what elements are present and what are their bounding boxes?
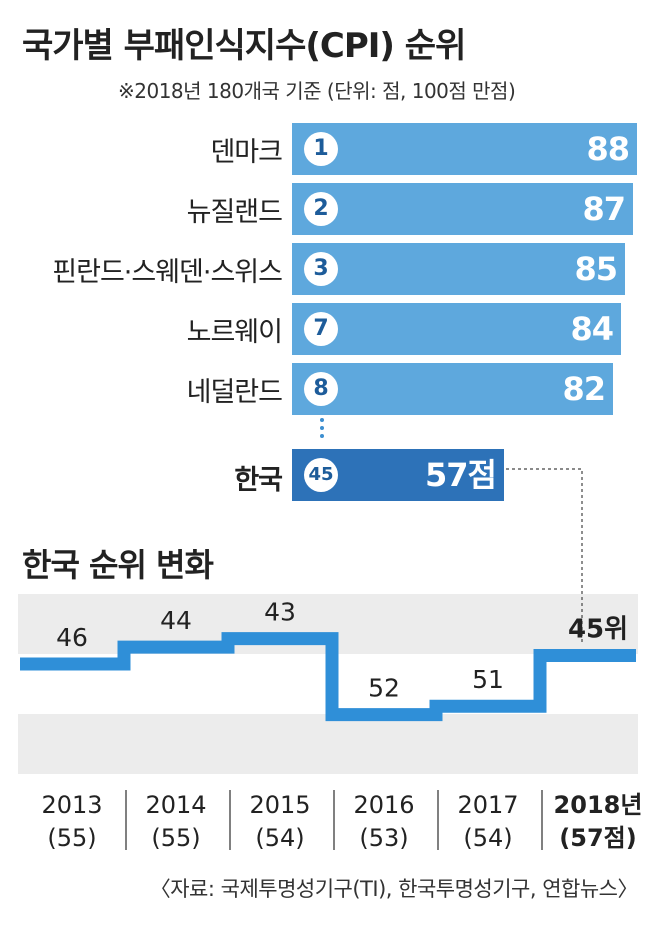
data-label: 51 (472, 665, 504, 694)
ellipsis-dots (320, 418, 324, 442)
score-label: (54) (255, 824, 304, 852)
x-tick-label: 2016 (353, 791, 414, 819)
x-tick-label: 2013 (41, 791, 102, 819)
grid-band (18, 714, 638, 774)
bar-value: 87 (582, 190, 626, 228)
country-label: 덴마크 (210, 137, 283, 168)
score-label: (55) (47, 824, 96, 852)
rank-badge: 45 (304, 458, 338, 492)
bar: 8 82 (292, 363, 613, 415)
x-tick-label: 2014 (145, 791, 206, 819)
rank-badge: 8 (304, 372, 338, 406)
bar-value: 85 (574, 250, 618, 288)
chart-title: 국가별 부패인식지수(CPI) 순위 (22, 26, 466, 66)
section-title: 한국 순위 변화 (22, 546, 214, 584)
data-label: 45위 (568, 615, 628, 645)
bar-value: 57점 (425, 456, 497, 494)
data-label: 44 (160, 606, 192, 635)
score-label: (54) (463, 824, 512, 852)
bar: 1 88 (292, 123, 637, 175)
rank-badge: 7 (304, 312, 338, 346)
rank-badge: 3 (304, 252, 338, 286)
x-tick-label: 2018년 (554, 791, 643, 819)
data-label: 52 (368, 674, 400, 703)
score-label: (57점) (559, 824, 636, 852)
bar-value: 82 (562, 370, 606, 408)
bar: 2 87 (292, 183, 633, 235)
bar: 7 84 (292, 303, 621, 355)
dotted-connector (506, 468, 583, 645)
chart-subtitle: ※2018년 180개국 기준 (단위: 점, 100점 만점) (118, 79, 516, 103)
series-line (20, 632, 636, 722)
bar: 3 85 (292, 243, 625, 295)
x-tick-label: 2015 (249, 791, 310, 819)
country-label-korea: 한국 (234, 465, 283, 496)
country-label: 노르웨이 (186, 317, 283, 348)
country-label: 뉴질랜드 (186, 197, 283, 228)
rank-badge: 1 (304, 132, 338, 166)
score-label: (55) (151, 824, 200, 852)
bar-value: 88 (586, 130, 630, 168)
bar-value: 84 (570, 310, 614, 348)
country-label: 네덜란드 (186, 377, 283, 408)
data-label: 43 (264, 598, 296, 627)
bar-korea: 45 57점 (292, 449, 504, 501)
x-tick-label: 2017 (457, 791, 518, 819)
rank-badge: 2 (304, 192, 338, 226)
score-label: (53) (359, 824, 408, 852)
country-label: 핀란드·스웨덴·스위스 (52, 257, 283, 288)
data-label: 46 (56, 623, 88, 652)
source-note: 〈자료: 국제투명성기구(TI), 한국투명성기구, 연합뉴스〉 (149, 877, 639, 901)
